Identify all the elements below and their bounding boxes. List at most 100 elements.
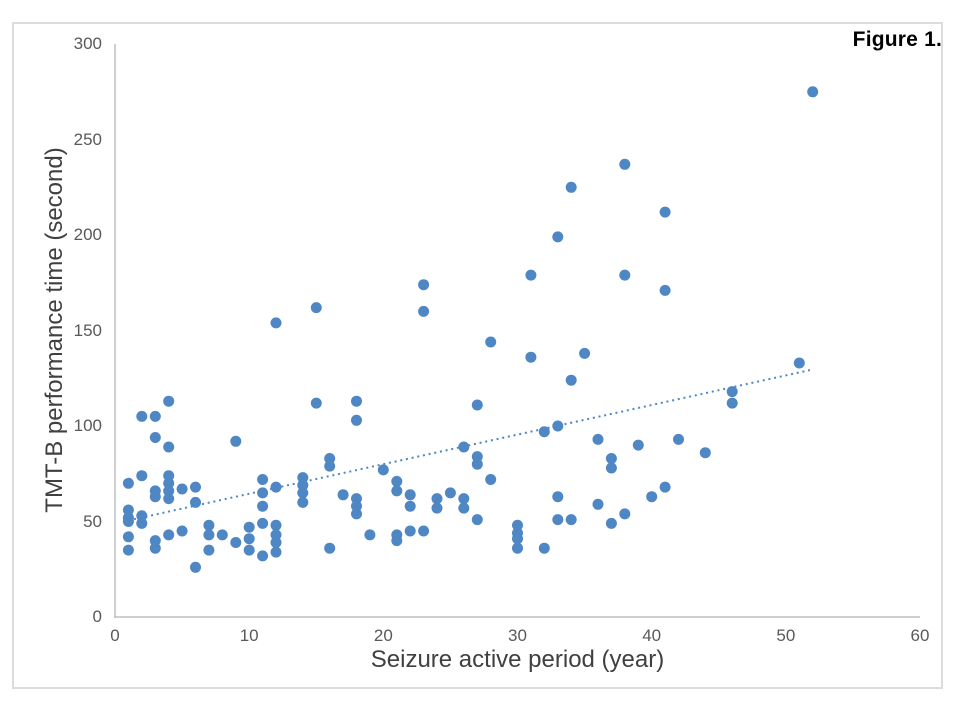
data-point[interactable] bbox=[431, 493, 443, 505]
data-point[interactable] bbox=[257, 474, 269, 485]
data-point[interactable] bbox=[190, 561, 201, 573]
data-point[interactable] bbox=[471, 399, 483, 411]
data-point[interactable] bbox=[270, 519, 282, 531]
data-point[interactable] bbox=[136, 517, 148, 529]
data-point[interactable] bbox=[807, 86, 819, 98]
data-point[interactable] bbox=[351, 500, 362, 512]
data-point[interactable] bbox=[458, 441, 470, 453]
data-point[interactable] bbox=[512, 519, 523, 531]
data-point[interactable] bbox=[176, 525, 188, 537]
data-point[interactable] bbox=[605, 462, 617, 474]
data-point[interactable] bbox=[726, 397, 738, 409]
data-point[interactable] bbox=[673, 433, 684, 445]
data-point[interactable] bbox=[163, 485, 175, 497]
data-point[interactable] bbox=[310, 397, 322, 409]
data-point[interactable] bbox=[122, 531, 134, 543]
data-point[interactable] bbox=[592, 433, 604, 445]
data-point[interactable] bbox=[458, 502, 470, 514]
data-point[interactable] bbox=[431, 502, 443, 514]
data-point[interactable] bbox=[485, 474, 497, 485]
data-point[interactable] bbox=[270, 529, 282, 541]
data-point[interactable] bbox=[404, 489, 416, 501]
data-point[interactable] bbox=[257, 517, 269, 529]
data-point[interactable] bbox=[632, 439, 644, 451]
data-point[interactable] bbox=[122, 477, 134, 489]
data-point[interactable] bbox=[163, 493, 175, 505]
data-point[interactable] bbox=[149, 491, 161, 503]
data-point[interactable] bbox=[270, 537, 282, 548]
data-point[interactable] bbox=[471, 451, 483, 463]
data-point[interactable] bbox=[619, 508, 631, 520]
data-point[interactable] bbox=[351, 493, 362, 505]
data-point[interactable] bbox=[149, 535, 161, 547]
data-point[interactable] bbox=[122, 544, 134, 556]
data-point[interactable] bbox=[203, 519, 215, 531]
data-point[interactable] bbox=[230, 537, 242, 548]
data-point[interactable] bbox=[552, 514, 564, 526]
data-point[interactable] bbox=[163, 441, 175, 453]
data-point[interactable] bbox=[538, 542, 550, 554]
data-point[interactable] bbox=[418, 525, 430, 537]
data-point[interactable] bbox=[163, 477, 175, 489]
data-point[interactable] bbox=[512, 542, 523, 554]
data-point[interactable] bbox=[404, 525, 416, 537]
data-point[interactable] bbox=[257, 487, 269, 499]
data-point[interactable] bbox=[149, 432, 161, 443]
data-point[interactable] bbox=[471, 458, 483, 470]
data-point[interactable] bbox=[297, 472, 309, 484]
data-point[interactable] bbox=[324, 542, 336, 554]
data-point[interactable] bbox=[149, 410, 161, 422]
data-point[interactable] bbox=[270, 317, 282, 329]
data-point[interactable] bbox=[525, 351, 537, 363]
data-point[interactable] bbox=[163, 470, 175, 482]
data-point[interactable] bbox=[391, 535, 403, 547]
data-point[interactable] bbox=[377, 464, 389, 476]
data-point[interactable] bbox=[552, 420, 564, 432]
data-point[interactable] bbox=[391, 485, 403, 497]
trendline[interactable] bbox=[128, 368, 813, 522]
data-point[interactable] bbox=[538, 426, 550, 438]
data-point[interactable] bbox=[659, 206, 671, 218]
data-point[interactable] bbox=[565, 181, 577, 193]
data-point[interactable] bbox=[122, 516, 134, 527]
data-point[interactable] bbox=[190, 496, 201, 508]
data-point[interactable] bbox=[699, 447, 711, 459]
data-point[interactable] bbox=[726, 386, 738, 398]
data-point[interactable] bbox=[418, 305, 430, 317]
data-point[interactable] bbox=[297, 487, 309, 499]
data-point[interactable] bbox=[525, 269, 537, 281]
data-point[interactable] bbox=[270, 481, 282, 493]
data-point[interactable] bbox=[444, 487, 456, 499]
data-point[interactable] bbox=[565, 374, 577, 386]
data-point[interactable] bbox=[297, 479, 309, 491]
data-point[interactable] bbox=[512, 533, 523, 545]
data-point[interactable] bbox=[659, 284, 671, 296]
data-point[interactable] bbox=[149, 542, 161, 554]
data-point[interactable] bbox=[190, 481, 201, 493]
data-point[interactable] bbox=[230, 435, 242, 447]
data-point[interactable] bbox=[552, 231, 564, 243]
data-point[interactable] bbox=[203, 529, 215, 541]
data-point[interactable] bbox=[605, 453, 617, 464]
data-point[interactable] bbox=[257, 550, 269, 562]
data-point[interactable] bbox=[471, 514, 483, 526]
data-point[interactable] bbox=[404, 500, 416, 512]
data-point[interactable] bbox=[310, 302, 322, 314]
data-point[interactable] bbox=[136, 470, 148, 482]
data-point[interactable] bbox=[351, 395, 362, 407]
data-point[interactable] bbox=[659, 481, 671, 493]
data-point[interactable] bbox=[565, 514, 577, 526]
data-point[interactable] bbox=[391, 475, 403, 487]
data-point[interactable] bbox=[619, 158, 631, 170]
data-point[interactable] bbox=[203, 544, 215, 556]
data-point[interactable] bbox=[243, 544, 255, 556]
data-point[interactable] bbox=[351, 414, 362, 426]
data-point[interactable] bbox=[364, 529, 376, 541]
data-point[interactable] bbox=[458, 493, 470, 505]
data-point[interactable] bbox=[592, 498, 604, 510]
data-point[interactable] bbox=[136, 510, 148, 522]
data-point[interactable] bbox=[122, 504, 134, 516]
data-point[interactable] bbox=[163, 395, 175, 407]
data-point[interactable] bbox=[324, 460, 336, 472]
data-point[interactable] bbox=[243, 521, 255, 533]
